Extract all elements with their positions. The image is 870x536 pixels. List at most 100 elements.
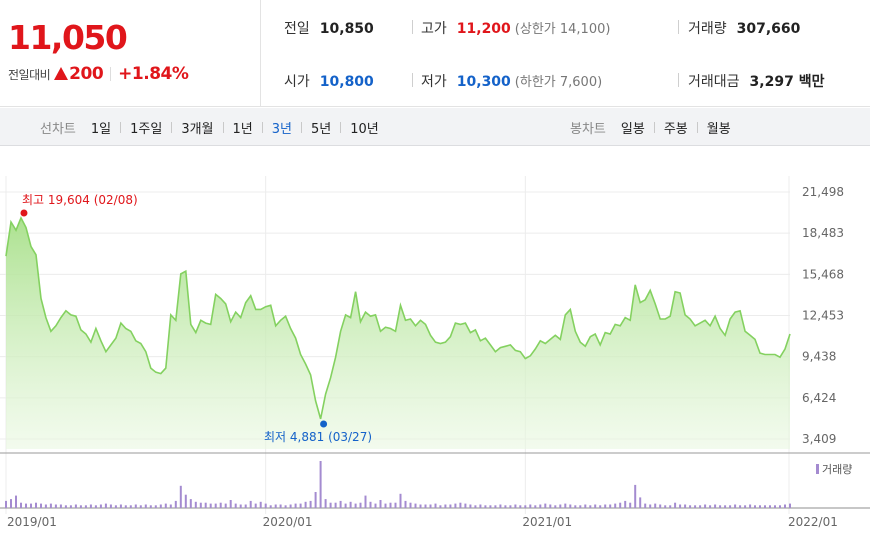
volume-bar <box>204 502 207 508</box>
volume-bar <box>89 504 92 508</box>
change-amount: 200 <box>69 64 104 84</box>
tab-divider <box>222 121 224 133</box>
volume-bar <box>30 503 32 508</box>
volume-bar <box>194 501 197 508</box>
volume-bar <box>579 505 582 508</box>
volume-bar <box>404 500 407 508</box>
line-chart-period-list: 1일 1주일 3개월 1년 3년 5년 10년 <box>90 118 380 137</box>
volume-bar <box>494 505 497 508</box>
line-period-tab-4[interactable]: 3년 <box>271 121 292 137</box>
volume-bar <box>529 504 532 508</box>
volume-bar <box>679 504 682 508</box>
volume-bar <box>94 505 97 508</box>
volume-bar <box>149 505 152 508</box>
volume-bar <box>629 502 632 508</box>
volume-bar <box>25 503 27 508</box>
volume-bar <box>609 504 612 508</box>
volume-label: 거래량 <box>688 21 727 37</box>
volume-bar <box>519 505 522 508</box>
volume-bar <box>734 504 737 508</box>
volume-bar <box>474 505 477 508</box>
volume-bar <box>319 461 322 508</box>
volume-bar <box>564 503 567 508</box>
candle-period-tab-1[interactable]: 주봉 <box>663 121 688 137</box>
line-period-tab-0[interactable]: 1일 <box>90 121 112 137</box>
tab-divider <box>696 121 698 133</box>
change-rate: +1.84% <box>118 64 189 84</box>
candle-period-tab-0[interactable]: 일봉 <box>620 121 645 137</box>
stat-low: 저가 10,300 (하한가 7,600) <box>421 71 602 91</box>
line-period-tab-6[interactable]: 10년 <box>350 121 379 137</box>
volume-bar <box>289 504 292 508</box>
volume-bar <box>749 504 752 508</box>
volume-bar <box>334 502 337 508</box>
volume-bar <box>649 504 652 508</box>
low-label: 저가 <box>421 74 447 90</box>
prev-close-label: 전일 <box>284 21 310 37</box>
change-divider <box>110 67 112 81</box>
volume-bar <box>399 493 402 508</box>
volume-bar <box>119 504 122 508</box>
volume-bar <box>369 501 372 508</box>
tab-divider <box>653 121 655 133</box>
volume-bar <box>154 505 157 508</box>
volume-bar <box>789 503 791 508</box>
volume-bar <box>179 485 182 508</box>
volume-bar <box>134 504 137 508</box>
open-value: 10,800 <box>319 74 374 90</box>
volume-bar <box>364 495 367 508</box>
amount-value: 3,297 백만 <box>749 74 825 90</box>
volume-bar <box>714 504 717 508</box>
tab-divider <box>340 121 342 133</box>
volume-bar <box>784 504 786 508</box>
volume-bar <box>209 503 212 508</box>
candle-period-tab-2[interactable]: 월봉 <box>706 121 731 137</box>
volume-bar <box>374 503 377 508</box>
x-tick-label: 2021/01 <box>522 515 572 529</box>
volume-bar <box>639 497 642 508</box>
volume-bar <box>644 503 647 508</box>
triangle-up-icon <box>54 66 69 80</box>
volume-bar <box>539 504 542 508</box>
volume-bar <box>724 505 727 508</box>
line-period-tab-2[interactable]: 3개월 <box>181 121 214 137</box>
volume-bar <box>264 503 267 508</box>
price-box: 11,050 전일대비 200 +1.84% <box>0 0 261 106</box>
price-area <box>6 217 790 449</box>
volume-bar <box>594 504 597 508</box>
volume-bar <box>279 504 282 508</box>
volume-bar <box>10 499 12 508</box>
volume-bar <box>249 500 252 508</box>
volume-bar <box>599 505 602 508</box>
max-marker <box>20 209 28 217</box>
volume-bar <box>719 505 722 508</box>
volume-bar <box>664 505 667 508</box>
y-tick-label: 12,453 <box>802 309 844 323</box>
volume-bar <box>729 505 732 508</box>
volume-bar <box>5 500 7 508</box>
volume-bar <box>139 505 142 508</box>
line-period-tab-3[interactable]: 1년 <box>232 121 253 137</box>
line-period-tab-5[interactable]: 5년 <box>311 121 332 137</box>
price-chart: 21,49818,48315,46812,4539,4386,4243,409 … <box>0 176 870 529</box>
stat-open: 시가 10,800 <box>284 71 374 91</box>
stat-divider <box>678 20 679 34</box>
upper-limit: (상한가 14,100) <box>514 22 611 37</box>
change-row: 전일대비 200 +1.84% <box>8 64 189 84</box>
volume-bar <box>434 503 437 508</box>
volume-bar <box>354 503 357 508</box>
amount-label: 거래대금 <box>688 74 740 90</box>
volume-bar <box>454 503 457 508</box>
volume-bar <box>159 504 162 508</box>
volume-bar <box>259 501 262 508</box>
volume-bar <box>549 504 552 508</box>
high-label: 고가 <box>421 21 447 37</box>
line-period-tab-1[interactable]: 1주일 <box>130 121 163 137</box>
volume-bar <box>414 503 417 508</box>
volume-bar <box>359 502 362 508</box>
candle-chart-period-list: 일봉 주봉 월봉 <box>620 118 732 137</box>
volume-bar <box>449 504 452 508</box>
volume-bar <box>534 505 537 508</box>
volume-bar <box>424 504 427 508</box>
volume-bar <box>79 505 82 508</box>
